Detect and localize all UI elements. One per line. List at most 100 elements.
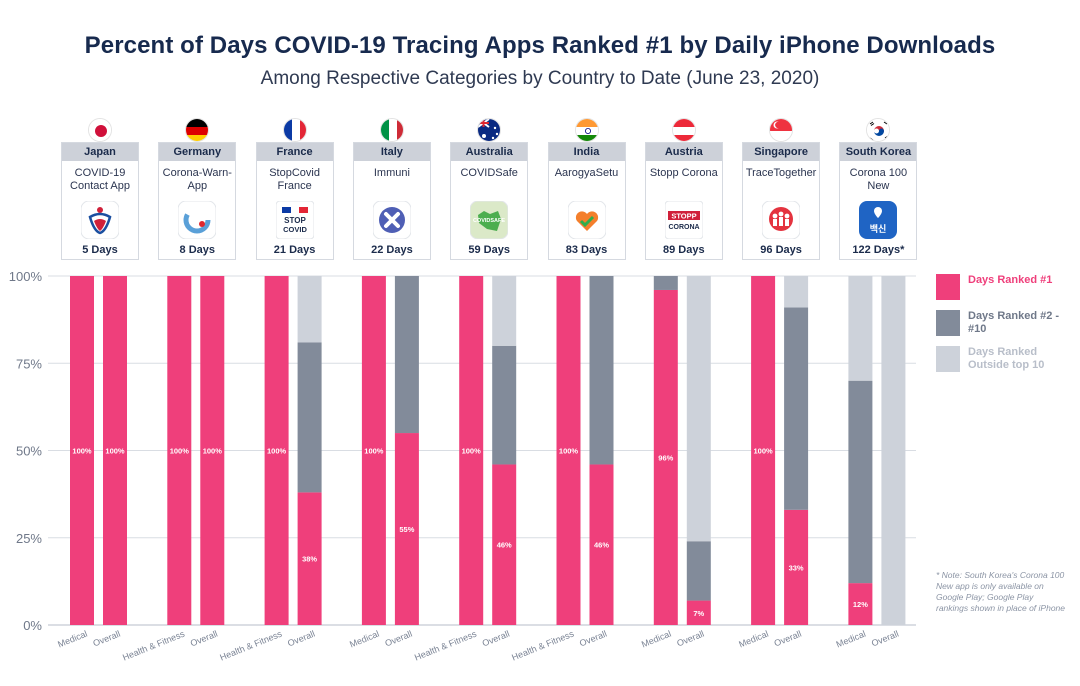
x-tick-label: Health & Fitness (510, 628, 575, 662)
bar-segment-outside (848, 276, 873, 381)
bar-segment-rank2-10 (492, 345, 517, 465)
svg-text:STOP: STOP (284, 216, 306, 225)
app-card-singapore: Singapore TraceTogether 96 Days (742, 142, 821, 260)
data-label: 12% (853, 600, 868, 609)
app-name: TraceTogether (745, 167, 817, 179)
data-label: 46% (594, 541, 609, 550)
app-name: COVIDSafe (460, 167, 518, 179)
bar-segment-rank1 (556, 276, 581, 625)
country-label: India (548, 143, 625, 161)
days-label: 96 Days (760, 244, 802, 256)
country-label: Germany (159, 143, 236, 161)
x-tick-label: Overall (870, 629, 900, 649)
bar-segment-outside (784, 276, 809, 308)
y-tick-label: 25% (16, 531, 42, 546)
app-card-australia: Australia COVIDSafe COVIDSAFE 59 Days (450, 142, 529, 260)
x-tick-label: Medical (737, 629, 770, 650)
data-label: 100% (462, 447, 482, 456)
svg-text:백신: 백신 (870, 223, 887, 235)
data-label: 55% (399, 525, 414, 534)
chart-title: Percent of Days COVID-19 Tracing Apps Ra… (84, 32, 996, 59)
bar-segment-rank1 (686, 600, 711, 625)
app-name: StopCovid France (269, 167, 320, 192)
bar-segment-rank2-10 (686, 541, 711, 601)
legend-label: Days Ranked #1 (968, 274, 1053, 286)
country-label: Austria (645, 143, 722, 161)
days-label: 5 Days (82, 244, 118, 256)
svg-text:COVID: COVID (283, 225, 307, 234)
x-tick-label: Overall (481, 629, 511, 649)
india-flag-icon (574, 118, 599, 142)
bar-segment-rank2-10 (784, 307, 809, 510)
austria-flag-icon (671, 118, 696, 142)
app-icon (761, 200, 801, 240)
x-tick-label: Overall (92, 629, 122, 649)
country-label: South Korea (840, 143, 917, 161)
singapore-flag-icon (769, 118, 794, 142)
app-name: Immuni (373, 167, 410, 179)
bar-segment-outside (492, 276, 517, 346)
data-label: 100% (105, 447, 125, 456)
bar-segment-rank1 (459, 276, 484, 625)
svg-text:COVIDSAFE: COVIDSAFE (473, 218, 505, 224)
app-card-italy: Italy Immuni 22 Days (352, 142, 431, 260)
x-tick-label: Overall (286, 629, 316, 649)
app-name: Stopp Corona (649, 167, 718, 179)
days-label: 89 Days (663, 244, 705, 256)
bar-segment-rank1 (784, 509, 809, 625)
app-card-japan: Japan COVID-19 Contact App 5 Days (61, 142, 139, 260)
y-tick-label: 75% (16, 356, 42, 371)
x-tick-label: Overall (675, 629, 705, 649)
days-label: 8 Days (179, 244, 216, 256)
bar-segment-outside (881, 276, 906, 625)
chart-subtitle: Among Respective Categories by Country t… (260, 68, 820, 89)
days-label: 22 Days (371, 244, 413, 256)
y-tick-label: 0% (23, 618, 42, 633)
data-label: 100% (559, 447, 579, 456)
x-tick-label: Medical (56, 629, 89, 650)
country-label: France (256, 143, 333, 161)
data-label: 100% (754, 447, 774, 456)
australia-flag-icon (477, 118, 502, 142)
legend-swatch (936, 346, 960, 372)
app-icon: 백신 (859, 201, 898, 239)
data-label: 100% (267, 447, 287, 456)
x-tick-label: Medical (640, 629, 673, 650)
data-label: 100% (203, 447, 223, 456)
days-label: 59 Days (468, 244, 510, 256)
x-tick-label: Health & Fitness (218, 628, 283, 662)
bar-segment-rank1 (492, 464, 517, 625)
app-card-india: India AarogyaSetu 83 Days (547, 142, 626, 260)
app-card-france: France StopCovid France STOP COVID 21 Days (255, 142, 334, 260)
y-tick-label: 100% (9, 269, 43, 284)
x-tick-label: Medical (835, 629, 868, 650)
bar-segment-rank1 (297, 492, 322, 625)
svg-text:STOPP: STOPP (671, 212, 696, 221)
country-label: Japan (62, 143, 138, 161)
south-korea-flag-icon (866, 118, 891, 142)
bar-segment-rank1 (200, 276, 225, 625)
data-label: 100% (364, 447, 384, 456)
data-label: 7% (693, 609, 704, 618)
bar-segment-rank1 (848, 583, 873, 625)
x-tick-label: Health & Fitness (121, 628, 186, 662)
x-tick-label: Overall (578, 629, 608, 649)
x-tick-label: Medical (348, 629, 381, 650)
bar-segment-rank2-10 (848, 380, 873, 584)
bar-segment-outside (686, 276, 711, 542)
france-flag-icon (282, 118, 307, 142)
x-tick-label: Overall (383, 629, 413, 649)
data-label: 33% (789, 563, 804, 572)
app-name: Corona 100 New (849, 167, 908, 192)
x-tick-label: Health & Fitness (413, 628, 478, 662)
country-label: Australia (451, 143, 528, 161)
bar-segment-rank1 (589, 464, 614, 625)
bar-segment-rank1 (751, 276, 776, 625)
app-icon (372, 200, 412, 240)
days-label: 21 Days (273, 244, 316, 256)
bar-segment-rank2-10 (394, 276, 419, 434)
country-label: Singapore (743, 143, 820, 161)
app-icon (80, 200, 120, 240)
bar-segment-rank1 (70, 276, 94, 625)
